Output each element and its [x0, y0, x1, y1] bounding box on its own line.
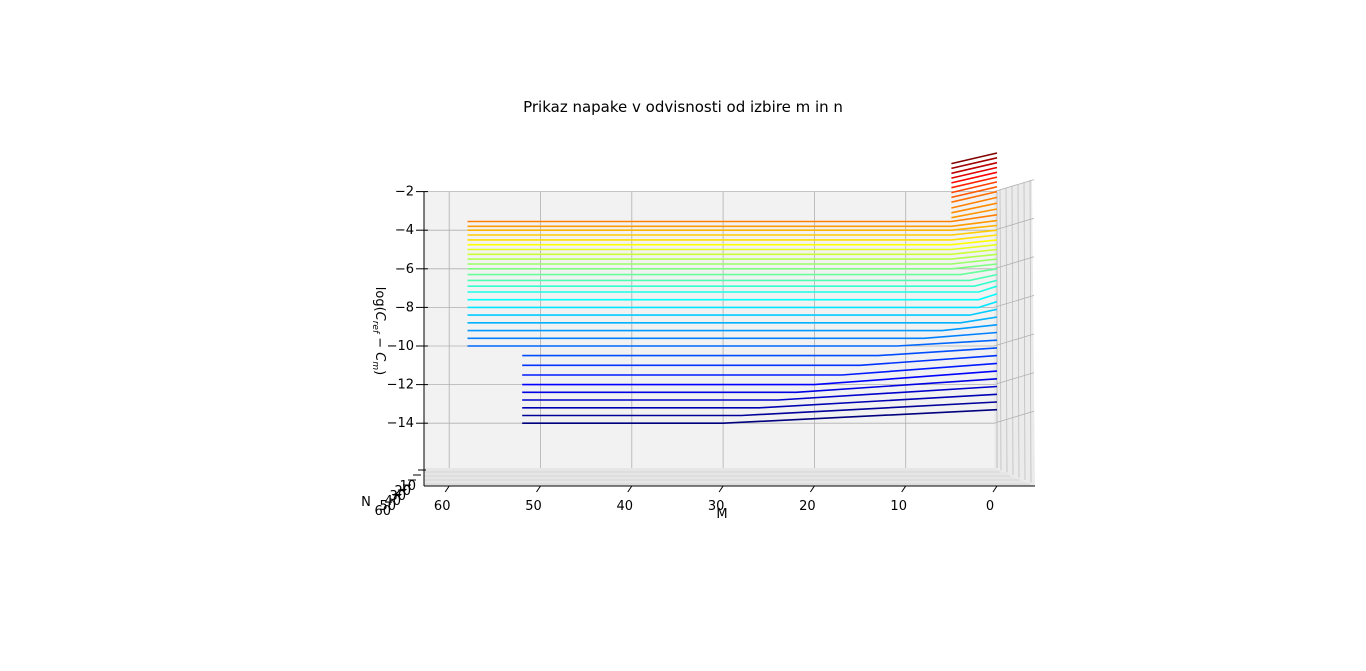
- x-ticks: 60 50 40 30 20 10 0: [434, 485, 998, 514]
- z-tick-label: −8: [395, 300, 414, 315]
- curve-line: [467, 293, 998, 301]
- curve-line: [467, 258, 998, 265]
- curve-line: [467, 229, 998, 236]
- curve-line: [467, 253, 998, 260]
- curve-line: [467, 268, 998, 276]
- curve-line: [951, 196, 998, 209]
- grid-line-depth: [1011, 185, 1014, 476]
- curve-line: [522, 354, 998, 367]
- grid-line-side: [993, 179, 1035, 192]
- grid-line-depth: [1005, 187, 1008, 473]
- curve-line: [467, 224, 998, 231]
- floor-pane: [424, 468, 1035, 486]
- x-tick-mark: [992, 485, 998, 493]
- curve-line: [951, 208, 998, 219]
- z-tick-label: −4: [395, 223, 414, 238]
- curve-line: [951, 171, 998, 184]
- z-label-post: ): [372, 370, 387, 375]
- y-tick-label: 50: [379, 499, 396, 514]
- curve-line: [467, 243, 998, 251]
- z-tick-label: −14: [387, 416, 414, 431]
- curve-line: [951, 186, 998, 199]
- curve-line: [467, 339, 998, 347]
- z-label-mid: −: [372, 333, 387, 352]
- x-tick-mark: [444, 485, 450, 493]
- curve-line: [467, 219, 998, 228]
- curve-line: [467, 263, 998, 270]
- grid-line-depth: [1023, 181, 1026, 481]
- y-tick-label: 40: [384, 494, 401, 509]
- z-label-pre: log(: [372, 287, 387, 312]
- curve-line: [522, 370, 998, 386]
- curve-line: [467, 285, 998, 293]
- x-tick-mark: [901, 485, 907, 493]
- curve-line: [467, 324, 998, 332]
- z-tick-label: −6: [395, 262, 414, 277]
- curve-line: [951, 161, 998, 175]
- grid-line-depth: [999, 189, 1002, 471]
- z-tick-label: −10: [387, 339, 414, 354]
- y-tick-label: 60: [374, 504, 391, 519]
- z-axis-label: log(Cref − Cm): [370, 287, 387, 375]
- curve-line: [522, 393, 998, 409]
- curve-line: [467, 316, 998, 324]
- curve-line: [467, 300, 998, 309]
- x-tick-label: 60: [434, 499, 451, 514]
- x-tick-label: 10: [890, 499, 907, 514]
- z-label-c1: C: [372, 312, 387, 322]
- curve-line: [467, 248, 998, 256]
- z-tick-label: −12: [387, 378, 414, 393]
- grid-line-side: [993, 217, 1035, 231]
- curve-line: [467, 214, 998, 223]
- chart-title: Prikaz napake v odvisnosti od izbire m i…: [523, 98, 843, 116]
- z-ticks: −2 −4 −6 −8 −10 −12 −14: [387, 185, 428, 431]
- y-tick-label: 30: [389, 489, 406, 504]
- x-tick-label: 50: [525, 499, 542, 514]
- y-axis-label: N: [361, 495, 371, 510]
- x-tick-label: 40: [617, 499, 634, 514]
- grid-line-depth: [1029, 179, 1032, 483]
- curve-line: [522, 401, 998, 417]
- curves: [467, 152, 998, 424]
- x-tick-label: 0: [986, 499, 994, 514]
- z-tick-label: −2: [395, 185, 414, 200]
- curve-line: [951, 157, 998, 170]
- curve-line: [951, 181, 998, 194]
- curve-line: [522, 378, 998, 394]
- x-axis-label: M: [716, 507, 727, 522]
- x-tick-mark: [809, 485, 815, 493]
- curve-line: [467, 308, 998, 316]
- z-label-sub1: ref: [370, 321, 380, 335]
- curve-line: [522, 385, 998, 401]
- grid-line-side: [993, 256, 1035, 270]
- z-label-c2: C: [372, 352, 387, 362]
- curve-line: [467, 239, 998, 246]
- x-tick-label: 30: [708, 499, 725, 514]
- curve-line: [951, 190, 998, 203]
- curve-line: [522, 408, 998, 424]
- x-tick-mark: [627, 485, 633, 493]
- grid-line-depth: [1017, 183, 1020, 478]
- z-label-sub2: m: [370, 361, 380, 370]
- curve-line: [522, 347, 998, 357]
- curve-line: [467, 279, 998, 287]
- curve-line: [467, 234, 998, 241]
- curve-line: [467, 331, 998, 340]
- curve-line: [467, 273, 998, 282]
- curve-line: [951, 152, 998, 165]
- curve-line: [951, 166, 998, 179]
- x-tick-mark: [536, 485, 541, 493]
- curve-line: [951, 202, 998, 214]
- x-tick-mark: [718, 485, 724, 493]
- curve-line: [522, 362, 998, 376]
- x-tick-label: 20: [799, 499, 816, 514]
- curve-line: [951, 176, 998, 189]
